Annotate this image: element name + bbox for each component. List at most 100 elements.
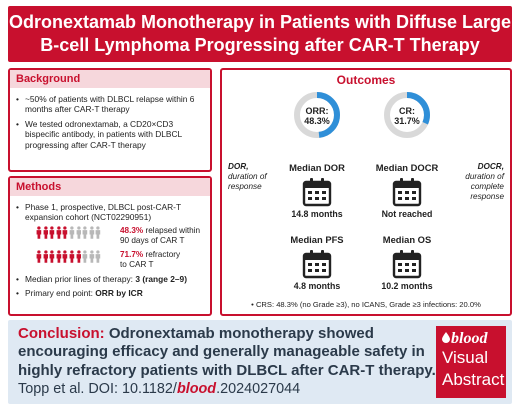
background-panel: Background ~50% of patients with DLBCL r… — [8, 68, 212, 172]
blood-visual-abstract-logo: blood Visual Abstract — [436, 326, 506, 398]
relapse-text-b: 90 days of CAR T — [120, 235, 185, 245]
prior-lines-label: Median prior lines of therapy: — [25, 274, 136, 284]
citation-journal: blood — [176, 381, 217, 397]
person-icon — [89, 250, 94, 263]
refractory-text-b: to CAR T — [120, 259, 154, 269]
blood-drop-icon — [442, 332, 450, 343]
metric-docr: Median DOCR Not reached — [362, 162, 452, 219]
docr-definition: DOCR, duration of complete response — [465, 162, 504, 202]
docr-def-line-1: duration of — [465, 172, 504, 181]
dor-def-line-2: response — [228, 182, 262, 191]
cr-label-text: CR: — [399, 106, 415, 116]
person-icon — [76, 250, 81, 263]
person-icon — [69, 250, 75, 263]
person-icon — [95, 250, 101, 263]
relapse-pictogram — [36, 226, 101, 240]
relapse-stat: 48.3% relapsed within 90 days of CAR T — [120, 226, 200, 245]
methods-panel: Methods Phase 1, prospective, DLBCL post… — [8, 176, 212, 316]
cr-value: 31.7% — [394, 116, 420, 126]
orr-donut — [294, 92, 340, 138]
person-icon — [49, 226, 55, 239]
logo-word-blood: blood — [451, 330, 488, 347]
person-icon — [89, 226, 94, 239]
conclusion-line-2: encouraging efficacy and generally manag… — [18, 343, 425, 361]
background-heading: Background — [10, 70, 210, 88]
docr-abbr: DOCR, — [477, 162, 504, 171]
person-icon — [43, 250, 48, 263]
docr-value: Not reached — [381, 209, 433, 219]
citation[interactable]: Topp et al. DOI: 10.1182/blood.202402704… — [18, 381, 300, 397]
endpoint-label: Primary end point: — [25, 288, 96, 299]
conclusion-line-3: highly refractory patients with DLBCL af… — [18, 361, 436, 379]
calendar-icon — [302, 177, 332, 207]
background-list: ~50% of patients with DLBCL relapse with… — [10, 88, 210, 150]
cr-donut-arc — [384, 92, 430, 138]
background-bullet-2: We tested odronextamab, a CD20×CD3 bispe… — [16, 119, 204, 150]
conclusion-lead: Conclusion: — [18, 325, 105, 342]
person-icon — [36, 250, 42, 263]
orr-donut-arc — [294, 92, 340, 138]
prior-lines-value: 3 (range 2–9) — [135, 274, 187, 284]
metric-pfs: Median PFS 4.8 months — [272, 234, 362, 291]
person-icon — [76, 226, 81, 239]
person-icon — [56, 226, 61, 239]
docr-def-line-3: response — [470, 192, 504, 201]
outcomes-panel: Outcomes ORR: 48.3% CR: 31.7% DOR, durat… — [220, 68, 512, 316]
methods-bullet-1: Phase 1, prospective, DLBCL post-CAR-T e… — [16, 202, 204, 223]
outcomes-heading: Outcomes — [336, 73, 396, 87]
orr-label: ORR: 48.3% — [297, 106, 337, 126]
person-icon — [82, 226, 88, 239]
cr-donut — [384, 92, 430, 138]
citation-suffix: .2024027044 — [216, 381, 301, 397]
orr-label-text: ORR: — [305, 106, 329, 116]
person-icon — [69, 226, 75, 239]
calendar-icon — [392, 249, 422, 279]
safety-text: CRS: 48.3% (no Grade ≥3), no ICANS, Grad… — [255, 300, 481, 309]
dor-def-line-1: duration of — [228, 172, 267, 181]
person-icon — [43, 226, 48, 239]
relapse-percent: 48.3% — [120, 226, 144, 235]
logo-word-visual: Visual — [442, 348, 488, 367]
metric-os: Median OS 10.2 months — [362, 234, 452, 291]
safety-footnote: • CRS: 48.3% (no Grade ≥3), no ICANS, Gr… — [230, 300, 502, 309]
docr-def-line-2: complete — [470, 182, 504, 191]
calendar-icon — [302, 249, 332, 279]
title-banner: Odronextamab Monotherapy in Patients wit… — [8, 6, 512, 62]
logo-word-abstract: Abstract — [442, 370, 505, 389]
person-icon — [49, 250, 55, 263]
dor-value: 14.8 months — [291, 209, 343, 219]
person-icon — [56, 250, 61, 263]
person-icon — [82, 250, 88, 263]
methods-list: Phase 1, prospective, DLBCL post-CAR-T e… — [10, 196, 210, 223]
background-bullet-1: ~50% of patients with DLBCL relapse with… — [16, 94, 204, 115]
refractory-stat: 71.7% refractory to CAR T — [120, 250, 180, 269]
os-value: 10.2 months — [381, 281, 433, 291]
methods-heading: Methods — [10, 178, 210, 196]
title-line-2: B-cell Lymphoma Progressing after CAR-T … — [40, 35, 480, 55]
os-title: Median OS — [382, 234, 432, 245]
docr-title: Median DOCR — [375, 162, 439, 173]
conclusion-text: Conclusion: Odronextamab monotherapy sho… — [18, 325, 438, 380]
dor-definition: DOR, duration of response — [228, 162, 267, 192]
dor-abbr: DOR, — [228, 162, 249, 171]
conclusion-line-1: Odronextamab monotherapy showed — [104, 325, 374, 342]
person-icon — [62, 250, 68, 263]
conclusion-banner: Conclusion: Odronextamab monotherapy sho… — [8, 320, 512, 404]
calendar-icon — [392, 177, 422, 207]
refractory-pictogram — [36, 250, 101, 264]
dor-title: Median DOR — [289, 162, 345, 173]
metric-dor: Median DOR 14.8 months — [272, 162, 362, 219]
person-icon — [62, 226, 68, 239]
methods-bullet-3: Primary end point: ORR by ICR — [16, 288, 204, 299]
relapse-text-a: relapsed within — [143, 226, 201, 235]
citation-prefix: Topp et al. DOI: 10.1182/ — [18, 381, 177, 397]
title-line-1: Odronextamab Monotherapy in Patients wit… — [8, 12, 512, 32]
endpoint-value: ORR by ICR — [95, 288, 143, 299]
refractory-percent: 71.7% — [120, 250, 144, 259]
safety-bullet: • — [251, 300, 256, 309]
person-icon — [95, 226, 101, 239]
methods-bullet-2: Median prior lines of therapy: 3 (range … — [16, 274, 204, 285]
pfs-value: 4.8 months — [293, 281, 341, 291]
person-icon — [36, 226, 42, 239]
methods-list-2: Median prior lines of therapy: 3 (range … — [10, 274, 210, 303]
